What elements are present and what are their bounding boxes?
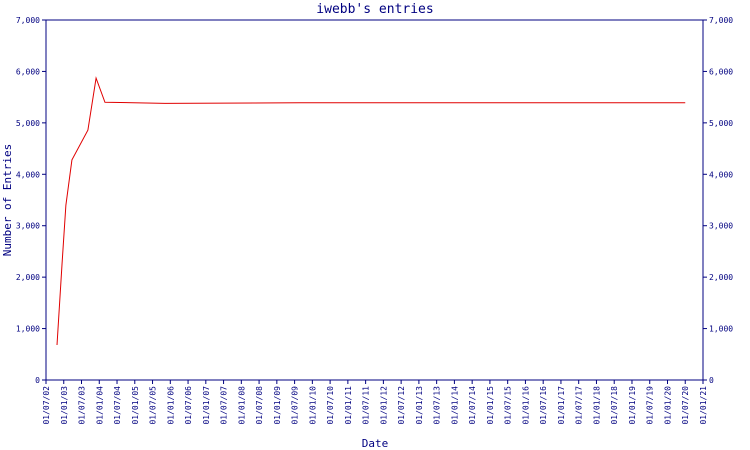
y2-tick-label: 2,000 — [709, 273, 733, 282]
x-tick-label: 01/01/16 — [521, 386, 530, 425]
line — [56, 76, 686, 346]
y2-tick-label: 5,000 — [709, 119, 733, 128]
y-axis-label: Number of Entries — [1, 144, 14, 257]
x-tick-label: 01/01/17 — [557, 386, 566, 425]
y-tick-label: 7,000 — [16, 16, 40, 25]
y-tick-label: 3,000 — [16, 222, 40, 231]
x-tick-label: 01/01/18 — [592, 386, 601, 425]
x-tick-label: 01/07/09 — [291, 386, 300, 425]
x-tick-label: 01/01/21 — [699, 386, 708, 425]
y-tick-label: 6,000 — [16, 67, 40, 76]
x-tick-label: 01/01/20 — [663, 386, 672, 425]
y-tick-label: 5,000 — [16, 119, 40, 128]
y-tick-label: 4,000 — [16, 170, 40, 179]
x-tick-label: 01/01/05 — [131, 386, 140, 425]
y2-tick-label: 3,000 — [709, 222, 733, 231]
x-tick-label: 01/07/16 — [539, 386, 548, 425]
plot-frame — [45, 19, 704, 381]
y2-tick-label: 4,000 — [709, 170, 733, 179]
x-tick-label: 01/01/07 — [202, 386, 211, 425]
y2-tick-label: 0 — [709, 376, 714, 385]
x-tick-label: 01/07/10 — [326, 386, 335, 425]
x-tick-label: 01/01/06 — [166, 386, 175, 425]
x-tick-label: 01/01/08 — [237, 386, 246, 425]
x-axis-label: Date — [362, 437, 389, 450]
y2-tick-label: 6,000 — [709, 67, 733, 76]
x-tick-label: 01/01/19 — [628, 386, 637, 425]
x-tick-label: 01/07/02 — [42, 386, 51, 425]
x-tick-label: 01/01/03 — [60, 386, 69, 425]
y-tick-label: 1,000 — [16, 325, 40, 334]
y-tick-label: 0 — [35, 376, 40, 385]
x-tick-label: 01/07/15 — [504, 386, 513, 425]
x-tick-label: 01/07/04 — [113, 386, 122, 425]
x-tick-label: 01/07/14 — [468, 386, 477, 425]
x-tick-label: 01/07/05 — [149, 386, 158, 425]
y-tick-label: 2,000 — [16, 273, 40, 282]
x-tick-label: 01/07/12 — [397, 386, 406, 425]
x-tick-label: 01/07/20 — [681, 386, 690, 425]
x-tick-label: 01/01/15 — [486, 386, 495, 425]
x-tick-label: 01/07/06 — [184, 386, 193, 425]
x-tick-label: 01/01/14 — [450, 386, 459, 425]
x-tick-label: 01/07/18 — [610, 386, 619, 425]
x-tick-label: 01/07/11 — [362, 386, 371, 425]
y2-tick-label: 1,000 — [709, 325, 733, 334]
y2-tick-label: 7,000 — [709, 16, 733, 25]
x-tick-label: 01/01/04 — [95, 386, 104, 425]
x-tick-label: 01/01/10 — [308, 386, 317, 425]
x-tick-label: 01/01/09 — [273, 386, 282, 425]
x-tick-label: 01/07/19 — [646, 386, 655, 425]
x-tick-label: 01/01/12 — [379, 386, 388, 425]
x-tick-label: 01/01/13 — [415, 386, 424, 425]
x-tick-label: 01/07/08 — [255, 386, 264, 425]
x-tick-label: 01/07/17 — [575, 386, 584, 425]
x-tick-label: 01/07/03 — [78, 386, 87, 425]
x-tick-label: 01/07/13 — [433, 386, 442, 425]
x-tick-label: 01/07/07 — [220, 386, 229, 425]
chart-title: iwebb's entries — [316, 2, 433, 17]
x-tick-label: 01/01/11 — [344, 386, 353, 425]
